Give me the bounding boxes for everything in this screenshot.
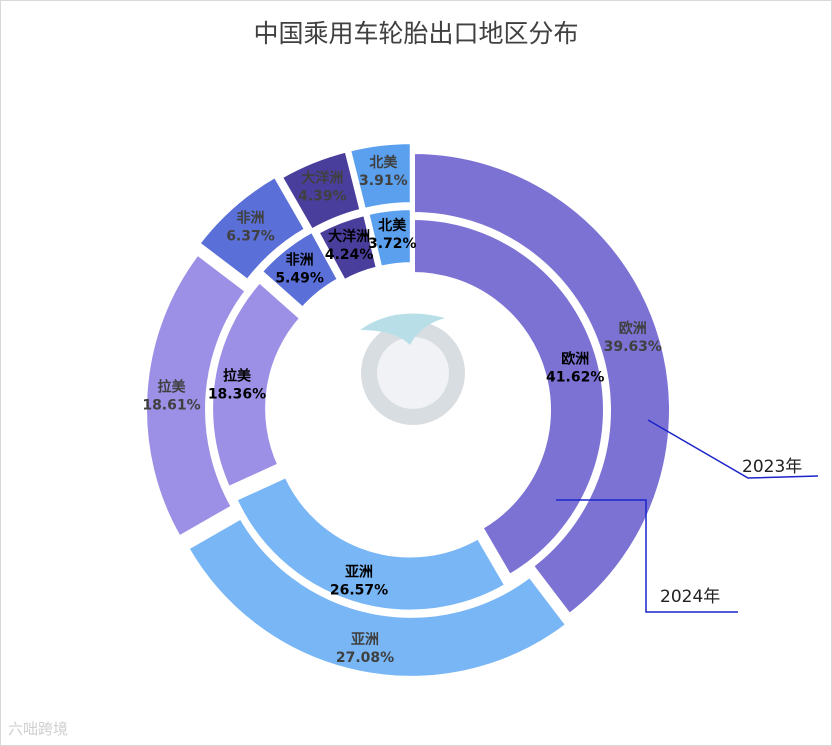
outer-ring-label-value-5: 3.91% xyxy=(359,173,408,189)
inner-ring-label-value-5: 3.72% xyxy=(368,236,417,252)
inner-ring-label-value-0: 41.62% xyxy=(546,369,604,385)
center-logo-icon xyxy=(360,313,465,425)
inner-ring-slice-3 xyxy=(257,227,342,312)
outer-ring-label-name-2: 拉美 xyxy=(157,378,186,395)
outer-ring-label-value-2: 18.61% xyxy=(142,397,200,413)
outer-ring-label-value-1: 27.08% xyxy=(336,650,394,666)
inner-ring-label-name-0: 欧洲 xyxy=(561,350,589,367)
inner-ring-label-value-4: 4.24% xyxy=(325,247,374,263)
outer-ring-label-value-4: 4.39% xyxy=(298,189,347,205)
outer-ring-slice-3 xyxy=(195,173,309,284)
inner-ring-label-value-2: 18.36% xyxy=(208,387,266,403)
outer-ring-label-name-1: 亚洲 xyxy=(351,632,379,648)
segment-labels: 欧洲 39.63% 亚洲 27.08% 拉美 18.61% 非洲 6.37% 大洋洲 4.39% 北… xyxy=(142,154,662,666)
outer-ring-label-name-3: 非洲 xyxy=(236,209,264,226)
inner-ring-label-name-2: 拉美 xyxy=(223,368,252,385)
inner-ring-slice-2 xyxy=(209,278,305,491)
inner-ring-slice-5 xyxy=(364,206,414,271)
callout-label-2023: 2023年 xyxy=(742,457,802,477)
inner-ring-label-name-5: 北美 xyxy=(378,217,407,234)
outer-ring-slice-5 xyxy=(346,140,414,213)
inner-ring-label-name-3: 非洲 xyxy=(286,252,314,269)
series-callouts: 2023年 2024年 xyxy=(556,419,819,613)
outer-ring-label-value-3: 6.37% xyxy=(226,228,275,244)
inner-ring-slice-4 xyxy=(314,211,381,285)
outer-ring-slice-1 xyxy=(184,514,571,680)
outer-ring-label-name-5: 北美 xyxy=(369,154,398,171)
outer-ring-slice-2 xyxy=(143,250,250,541)
inner-ring-2024 xyxy=(209,206,607,614)
inner-ring-slice-1 xyxy=(232,473,510,614)
outer-ring-label-name-0: 欧洲 xyxy=(619,320,647,337)
inner-ring-label-name-4: 大洋洲 xyxy=(328,228,370,245)
outer-ring-label-name-4: 大洋洲 xyxy=(301,170,343,187)
inner-ring-label-value-1: 26.57% xyxy=(330,583,388,599)
watermark: 六咄跨境 xyxy=(8,720,69,738)
callout-line-2024 xyxy=(556,499,738,613)
callout-label-2024: 2024年 xyxy=(660,587,720,607)
outer-ring-slice-4 xyxy=(277,148,365,234)
inner-ring-label-name-1: 亚洲 xyxy=(345,565,373,581)
outer-ring-label-value-0: 39.63% xyxy=(604,339,662,355)
callout-line-2023 xyxy=(647,419,819,479)
inner-ring-slice-0 xyxy=(411,215,607,579)
chart-title: 中国乘用车轮胎出口地区分布 xyxy=(253,19,579,48)
inner-ring-label-value-3: 5.49% xyxy=(275,271,324,287)
